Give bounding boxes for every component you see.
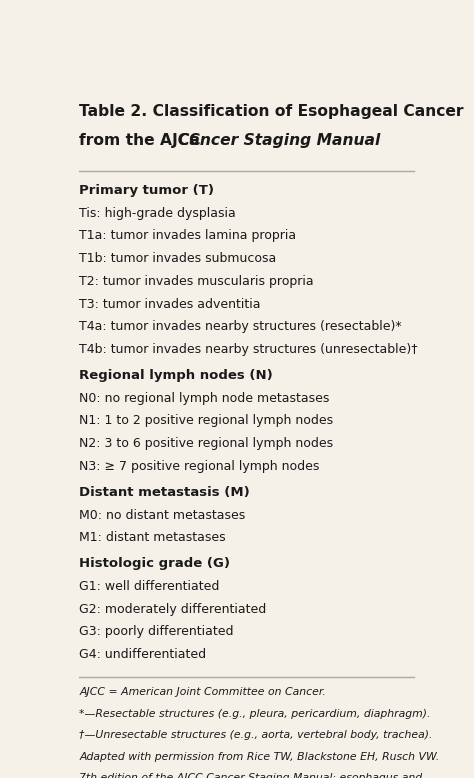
Text: T2: tumor invades muscularis propria: T2: tumor invades muscularis propria (80, 275, 314, 288)
Text: Regional lymph nodes (N): Regional lymph nodes (N) (80, 369, 273, 382)
Text: N0: no regional lymph node metastases: N0: no regional lymph node metastases (80, 391, 330, 405)
Text: N3: ≥ 7 positive regional lymph nodes: N3: ≥ 7 positive regional lymph nodes (80, 460, 320, 473)
Text: Tis: high-grade dysplasia: Tis: high-grade dysplasia (80, 207, 236, 219)
Text: AJCC = American Joint Committee on Cancer.: AJCC = American Joint Committee on Cance… (80, 687, 326, 697)
Text: 7th edition of the AJCC Cancer Staging Manual: esophagus and: 7th edition of the AJCC Cancer Staging M… (80, 773, 423, 778)
Text: from the AJCC: from the AJCC (80, 133, 206, 148)
Text: Histologic grade (G): Histologic grade (G) (80, 557, 230, 570)
Text: G1: well differentiated: G1: well differentiated (80, 580, 220, 593)
Text: G2: moderately differentiated: G2: moderately differentiated (80, 603, 267, 615)
Text: N2: 3 to 6 positive regional lymph nodes: N2: 3 to 6 positive regional lymph nodes (80, 437, 334, 450)
Text: G3: poorly differentiated: G3: poorly differentiated (80, 626, 234, 638)
Text: T1a: tumor invades lamina propria: T1a: tumor invades lamina propria (80, 230, 297, 242)
Text: T3: tumor invades adventitia: T3: tumor invades adventitia (80, 298, 261, 310)
Text: †—Unresectable structures (e.g., aorta, vertebral body, trachea).: †—Unresectable structures (e.g., aorta, … (80, 731, 433, 740)
Text: T4b: tumor invades nearby structures (unresectable)†: T4b: tumor invades nearby structures (un… (80, 343, 418, 356)
Text: Cancer Staging Manual: Cancer Staging Manual (178, 133, 380, 148)
Text: Distant metastasis (M): Distant metastasis (M) (80, 485, 250, 499)
Text: M0: no distant metastases: M0: no distant metastases (80, 509, 246, 521)
Text: M1: distant metastases: M1: distant metastases (80, 531, 226, 545)
Text: Table 2. Classification of Esophageal Cancer: Table 2. Classification of Esophageal Ca… (80, 104, 464, 119)
Text: G4: undifferentiated: G4: undifferentiated (80, 648, 207, 661)
Text: T1b: tumor invades submucosa: T1b: tumor invades submucosa (80, 252, 277, 265)
Text: Primary tumor (T): Primary tumor (T) (80, 184, 214, 197)
Text: *—Resectable structures (e.g., pleura, pericardium, diaphragm).: *—Resectable structures (e.g., pleura, p… (80, 709, 431, 719)
Text: T4a: tumor invades nearby structures (resectable)*: T4a: tumor invades nearby structures (re… (80, 321, 402, 334)
Text: Adapted with permission from Rice TW, Blackstone EH, Rusch VW.: Adapted with permission from Rice TW, Bl… (80, 752, 440, 762)
Text: N1: 1 to 2 positive regional lymph nodes: N1: 1 to 2 positive regional lymph nodes (80, 415, 334, 427)
